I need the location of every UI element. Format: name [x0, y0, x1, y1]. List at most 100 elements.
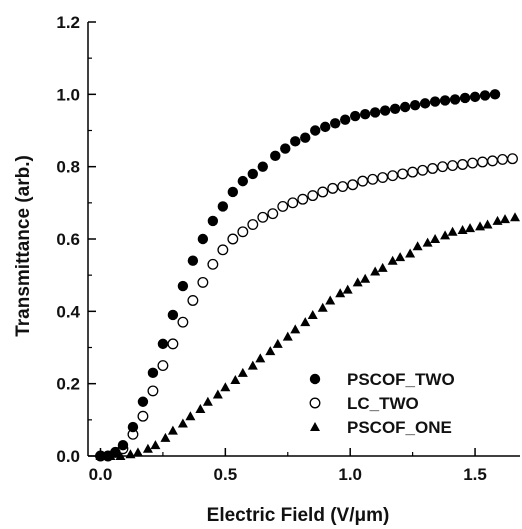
- pscof-two-point: [177, 280, 189, 292]
- pscof-two-point: [167, 309, 179, 321]
- axes: 0.0 0.2 0.4 0.6 0.8 1.0 1.2 0.0 0.5 1.0 1.5: [56, 13, 520, 484]
- pscof-two-point: [310, 125, 321, 136]
- pscof-two-point: [247, 168, 259, 180]
- pscof-two-point: [429, 96, 441, 107]
- pscof-one-point: [290, 324, 301, 334]
- legend-label-pscof-two: PSCOF_TWO: [347, 370, 455, 389]
- lc-two-point: [187, 295, 199, 306]
- pscof-two-point: [439, 95, 451, 106]
- pscof-one-point: [325, 295, 336, 305]
- pscof-one-point: [142, 443, 153, 453]
- pscof-two-point: [237, 175, 249, 187]
- pscof-two-point: [449, 94, 461, 105]
- lc-two-point: [377, 172, 389, 183]
- pscof-one-point: [185, 411, 196, 421]
- legend: PSCOF_TWO LC_TWO PSCOF_ONE: [309, 370, 455, 437]
- pscof-two-point: [270, 150, 281, 162]
- pscof-one-point: [377, 262, 388, 272]
- lc-two-point: [487, 155, 498, 167]
- lc-two-point: [357, 175, 369, 187]
- pscof-one-point: [457, 224, 468, 234]
- pscof-one-point: [395, 252, 406, 262]
- lc-two-point: [177, 316, 189, 328]
- x-tick-label: 1.5: [463, 465, 487, 484]
- x-tick-label: 1.0: [338, 465, 362, 484]
- pscof-one-point: [282, 331, 293, 341]
- lc-two-point: [257, 211, 269, 223]
- lc-two-point: [297, 193, 309, 205]
- pscof-two-point: [459, 92, 471, 104]
- lc-two-point: [197, 276, 209, 288]
- lc-two-point: [427, 163, 439, 174]
- pscof-two-point: [389, 103, 401, 115]
- lc-two-point: [227, 233, 239, 245]
- lc-two-point: [137, 410, 149, 422]
- pscof-two-point: [127, 421, 139, 433]
- pscof-two-point: [187, 255, 199, 266]
- y-tick-label: 0.2: [56, 375, 80, 394]
- pscof-one-point: [500, 214, 511, 224]
- pscof-one-point: [220, 382, 231, 392]
- pscof-one-point: [412, 241, 423, 251]
- pscof-two-point: [147, 367, 159, 379]
- pscof-one-point: [510, 212, 521, 222]
- pscof-two-point: [280, 143, 291, 154]
- pscof-one-point: [247, 360, 258, 370]
- legend-marker-pscof-two: [309, 373, 321, 385]
- y-tick-label: 0.0: [56, 447, 80, 466]
- pscof-two-point: [290, 136, 301, 147]
- pscof-one-point: [475, 221, 486, 231]
- lc-two-point: [497, 153, 508, 165]
- pscof-one-point: [430, 234, 441, 243]
- lc-two-point: [237, 226, 249, 238]
- pscof-two-point: [300, 132, 311, 143]
- pscof-one-point: [150, 440, 161, 450]
- pscof-one-point: [230, 375, 241, 385]
- pscof-two-point: [409, 99, 421, 111]
- legend-label-lc-two: LC_TWO: [347, 394, 419, 413]
- lc-two-point: [327, 182, 339, 194]
- pscof-one-point: [272, 338, 283, 348]
- pscof-two-point: [479, 90, 491, 101]
- pscof-two-point: [349, 110, 361, 122]
- lc-two-point: [407, 166, 419, 178]
- pscof-one-point: [370, 266, 381, 276]
- pscof-one-point: [492, 215, 503, 225]
- lc-two-point: [467, 157, 479, 169]
- pscof-one-point: [440, 230, 451, 240]
- pscof-one-point: [237, 367, 248, 377]
- pscof-two-point: [489, 89, 501, 100]
- lc-two-point: [207, 258, 219, 270]
- pscof-two-point: [330, 118, 341, 129]
- pscof-one-point: [447, 226, 458, 236]
- pscof-two-point: [257, 161, 268, 172]
- lc-two-point: [287, 197, 299, 209]
- pscof-one-point: [387, 255, 398, 265]
- x-axis-title: Electric Field (V/μm): [207, 505, 390, 526]
- pscof-two-point: [197, 233, 209, 245]
- pscof-two-point: [110, 447, 121, 458]
- lc-two-point: [147, 385, 159, 397]
- pscof-one-point: [300, 317, 311, 327]
- y-tick-label: 0.8: [56, 158, 80, 177]
- pscof-two-point: [137, 396, 149, 407]
- x-tick-label: 0.0: [89, 465, 113, 484]
- pscof-two-point: [157, 338, 169, 350]
- pscof-two-point: [469, 91, 481, 103]
- pscof-two-point: [207, 215, 219, 227]
- pscof-one-point: [202, 396, 213, 406]
- pscof-one-point: [352, 277, 363, 287]
- pscof-two-point: [117, 439, 129, 451]
- y-tick-label: 0.4: [56, 302, 80, 321]
- pscof-two-point: [359, 109, 371, 120]
- lc-two-point: [397, 168, 409, 180]
- legend-marker-lc-two: [309, 397, 321, 409]
- legend-label-pscof-one: PSCOF_ONE: [347, 418, 452, 437]
- y-tick-label: 0.6: [56, 230, 80, 249]
- pscof-one-point: [465, 223, 476, 233]
- lc-two-point: [507, 153, 518, 165]
- pscof-two-point: [227, 186, 239, 198]
- lc-two-point: [387, 170, 399, 182]
- pscof-one-point: [195, 403, 206, 413]
